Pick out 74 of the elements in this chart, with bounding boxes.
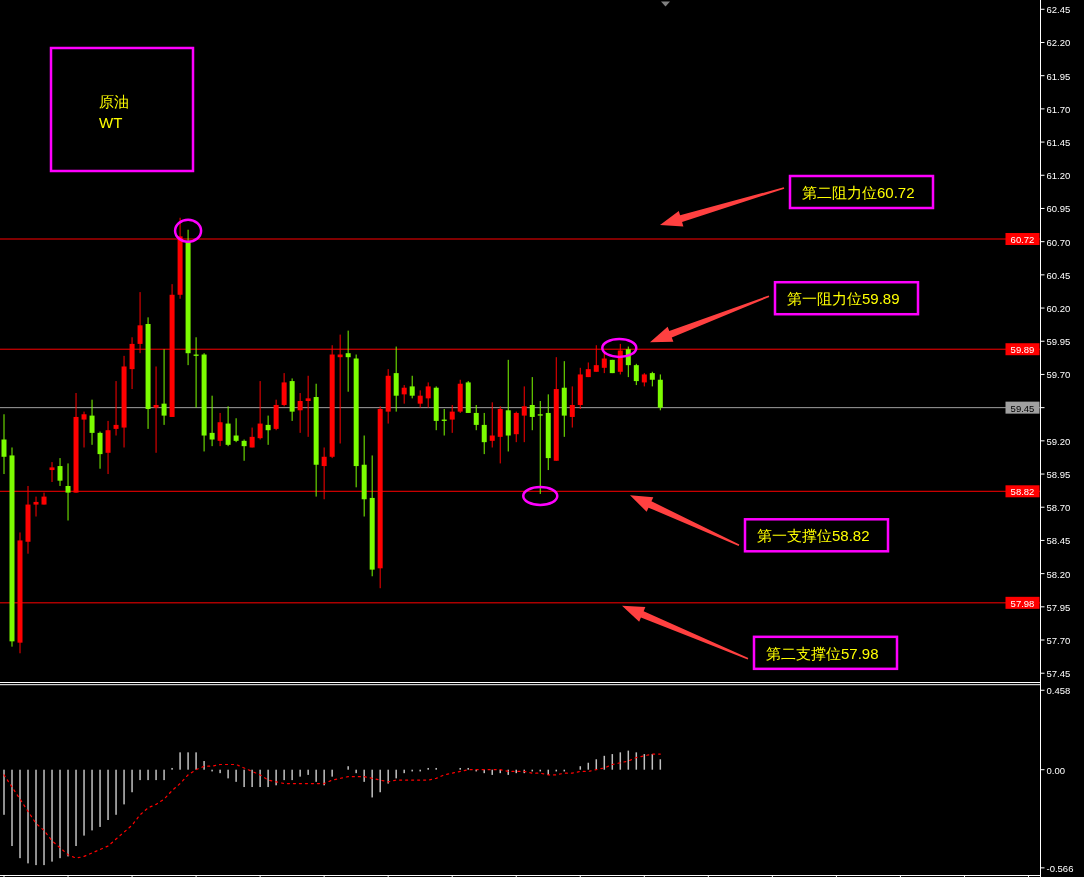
candlestick — [409, 375, 415, 399]
candlestick — [57, 457, 63, 487]
y-tick-label: 61.45 — [1046, 136, 1071, 148]
ref-line-label: 60.72 — [1010, 233, 1035, 245]
candlestick — [233, 417, 239, 443]
ref-line-label: 58.82 — [1010, 485, 1035, 497]
candlestick — [345, 330, 351, 393]
y-tick-label: 57.45 — [1046, 667, 1071, 679]
y-tick-label: 0.458 — [1046, 684, 1071, 696]
y-tick-label: 57.95 — [1046, 601, 1071, 613]
annotation: 第一支撑位58.82 — [757, 526, 870, 544]
candlestick — [161, 348, 167, 426]
candlestick — [97, 431, 103, 470]
candlestick — [217, 412, 223, 447]
y-tick-label: 57.70 — [1046, 634, 1071, 646]
candlestick — [113, 380, 119, 437]
y-tick-label: 62.20 — [1046, 36, 1071, 48]
candlestick — [105, 420, 111, 475]
text: 原油 — [99, 92, 129, 110]
candlestick — [33, 496, 39, 518]
candlestick — [537, 400, 543, 495]
y-tick-label: 62.45 — [1046, 3, 1071, 15]
y-tick-label: 58.70 — [1046, 501, 1071, 513]
candlestick — [297, 392, 303, 434]
candlestick — [401, 384, 407, 405]
candlestick — [153, 365, 159, 454]
annotation: 第二支撑位57.98 — [766, 644, 879, 662]
candlestick — [473, 404, 479, 431]
y-tick-label: 0.00 — [1046, 764, 1065, 776]
candlestick — [273, 399, 279, 431]
candlestick — [281, 372, 287, 407]
y-tick-label: 58.20 — [1046, 568, 1071, 580]
y-tick-label: -0.566 — [1046, 862, 1074, 874]
candlestick — [449, 404, 455, 434]
annotation: 第二阻力位60.72 — [802, 183, 915, 201]
y-tick-label: 58.45 — [1046, 534, 1071, 546]
candlestick — [65, 462, 71, 522]
y-tick-label: 61.95 — [1046, 70, 1071, 82]
y-tick-label: 58.95 — [1046, 468, 1071, 480]
candlestick — [529, 376, 535, 431]
line-series — [3, 753, 661, 859]
candlestick — [521, 385, 527, 443]
candlestick — [489, 401, 495, 448]
candlestick — [225, 405, 231, 447]
annotation: 第一阻力位59.89 — [787, 289, 900, 307]
candlestick — [305, 375, 311, 438]
candlestick — [425, 381, 431, 409]
y-tick-label: 60.20 — [1046, 302, 1071, 314]
candlestick — [241, 439, 247, 462]
candlestick — [601, 352, 607, 374]
y-tick-label: 61.20 — [1046, 169, 1071, 181]
y-tick-label: 59.70 — [1046, 368, 1071, 380]
candlestick — [481, 412, 487, 455]
candlestick — [265, 415, 271, 446]
candlestick — [257, 380, 263, 441]
candlestick — [81, 411, 87, 448]
candlestick — [513, 411, 519, 443]
candlestick — [1, 413, 7, 475]
y-tick-label: 61.70 — [1046, 103, 1071, 115]
y-tick-label: 59.20 — [1046, 435, 1071, 447]
y-tick-label: 60.45 — [1046, 269, 1071, 281]
candlestick — [393, 346, 399, 413]
ref-line-label: 59.89 — [1010, 343, 1035, 355]
candlestick — [209, 395, 215, 447]
candlestick — [89, 399, 95, 446]
ref-line-label: 59.45 — [1010, 402, 1035, 414]
text: WT — [99, 113, 123, 131]
y-tick-label: 60.95 — [1046, 202, 1071, 214]
candlestick — [633, 363, 639, 386]
y-tick-label: 60.70 — [1046, 236, 1071, 248]
candlestick — [49, 461, 55, 483]
ref-line-label: 57.98 — [1010, 597, 1035, 609]
y-tick-label: 59.95 — [1046, 335, 1071, 347]
candlestick — [569, 385, 575, 429]
